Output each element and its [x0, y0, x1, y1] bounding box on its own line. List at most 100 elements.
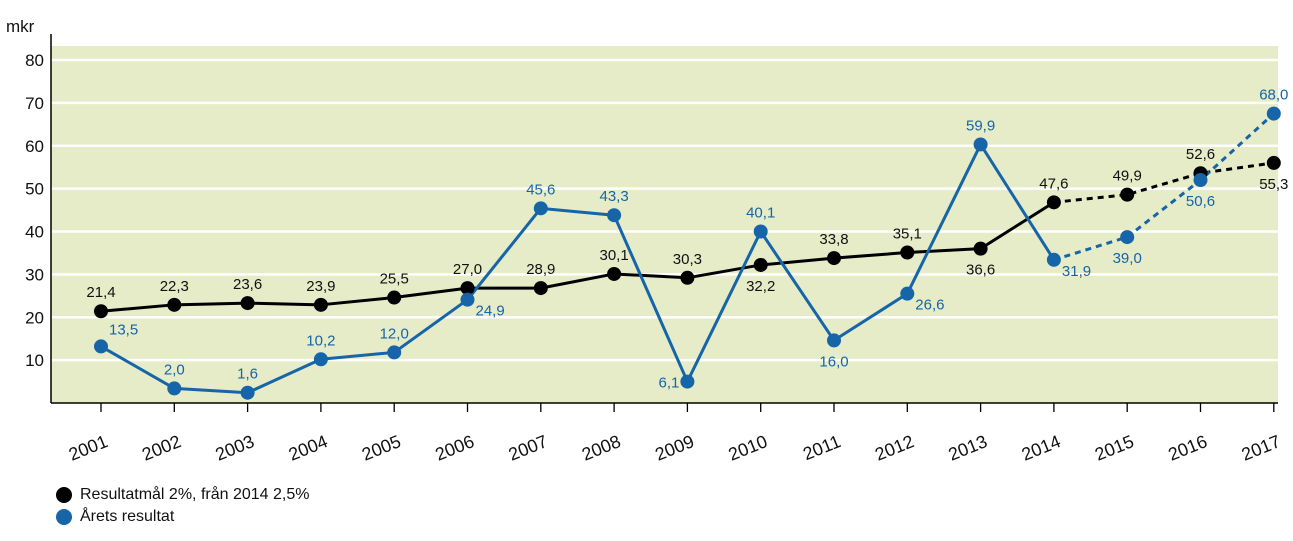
data-label-1-2010: 40,1 — [746, 205, 775, 222]
legend-swatch-blue-dot-icon — [56, 509, 72, 525]
data-point-1-2013 — [973, 137, 988, 152]
data-point-0-2003 — [240, 296, 255, 311]
y-tick-label-40: 40 — [25, 223, 44, 242]
data-label-1-2016: 50,6 — [1186, 193, 1215, 210]
data-point-0-2015 — [1120, 187, 1135, 202]
data-label-1-2003: 1,6 — [237, 366, 258, 383]
x-tick-label-2006: 2006 — [432, 431, 477, 465]
data-label-1-2015: 39,0 — [1113, 250, 1142, 267]
legend: Resultatmål 2%, från 2014 2,5% Årets res… — [56, 484, 309, 528]
series-forecast-line-1 — [1053, 112, 1275, 262]
series-lines — [100, 112, 1275, 395]
x-tick-label-2008: 2008 — [579, 431, 624, 465]
x-tick-label-2010: 2010 — [726, 431, 771, 465]
x-tick-label-2011: 2011 — [800, 431, 843, 464]
x-tick-label-2009: 2009 — [652, 431, 697, 465]
data-label-1-2009: 6,1 — [659, 375, 680, 392]
y-tick-label-80: 80 — [25, 51, 44, 70]
data-point-0-2007 — [533, 281, 548, 296]
data-point-0-2011 — [827, 251, 841, 266]
data-point-1-2003 — [240, 385, 255, 400]
data-label-0-2009: 30,3 — [673, 251, 702, 268]
data-point-1-2014 — [1046, 252, 1061, 267]
legend-label-result: Årets resultat — [80, 508, 175, 525]
x-tick-label-2004: 2004 — [286, 431, 331, 465]
data-label-1-2013: 59,9 — [966, 117, 995, 134]
data-label-0-2005: 25,5 — [380, 271, 409, 288]
x-tick-label-2001: 2001 — [66, 431, 111, 465]
data-label-1-2006: 24,9 — [476, 303, 505, 320]
data-point-1-2008 — [607, 208, 622, 223]
data-label-0-2013: 36,6 — [966, 262, 995, 279]
data-point-0-2002 — [167, 297, 182, 312]
data-point-1-2015 — [1120, 230, 1135, 245]
data-point-1-2017 — [1266, 106, 1281, 121]
data-label-1-2007: 45,6 — [526, 181, 555, 198]
data-point-0-2009 — [680, 270, 695, 285]
data-label-1-2014: 31,9 — [1062, 263, 1091, 280]
data-point-1-2010 — [753, 224, 768, 239]
data-point-1-2006 — [460, 292, 475, 307]
data-point-0-2014 — [1046, 195, 1061, 210]
data-label-0-2008: 30,1 — [599, 247, 628, 264]
data-point-0-2008 — [607, 266, 622, 281]
y-tick-label-50: 50 — [25, 180, 44, 199]
data-point-1-2005 — [387, 345, 402, 360]
data-point-1-2002 — [167, 381, 182, 396]
data-label-0-2003: 23,6 — [233, 276, 262, 293]
data-label-0-2012: 35,1 — [893, 226, 922, 243]
data-label-0-2010: 32,2 — [746, 278, 775, 295]
data-label-0-2015: 49,9 — [1113, 168, 1142, 185]
data-labels: 21,4 22,3 23,6 23,9 25,5 27,0 28,9 30,1 30,3 32,2… — [86, 87, 1288, 392]
gridlines — [51, 58, 1278, 362]
x-tick-label-2012: 2012 — [872, 431, 917, 465]
data-point-1-2004 — [313, 352, 328, 367]
legend-swatch-black-dot-icon — [56, 487, 72, 503]
data-label-1-2011: 16,0 — [819, 353, 848, 370]
x-tick-label-2003: 2003 — [212, 431, 257, 465]
plot-background — [51, 46, 1278, 403]
data-label-0-2002: 22,3 — [160, 278, 189, 295]
data-point-1-2011 — [827, 333, 841, 348]
data-label-0-2001: 21,4 — [86, 284, 115, 301]
data-label-0-2014: 47,6 — [1039, 175, 1068, 192]
legend-label-target: Resultatmål 2%, från 2014 2,5% — [80, 486, 310, 503]
data-point-0-2013 — [973, 241, 988, 256]
x-tick-labels: 2001 2002 2003 2004 2005 2006 2007 2008 2009 2010… — [66, 431, 1283, 465]
data-point-1-2007 — [533, 201, 548, 216]
axes — [50, 34, 1278, 412]
data-label-0-2006: 27,0 — [453, 261, 482, 278]
data-label-1-2005: 12,0 — [380, 325, 409, 342]
data-label-1-2004: 10,2 — [306, 332, 335, 349]
series-line-0 — [100, 201, 1055, 313]
y-tick-label-30: 30 — [25, 265, 44, 284]
data-point-0-2006 — [460, 281, 475, 296]
data-label-1-2008: 43,3 — [599, 188, 628, 205]
y-tick-label-20: 20 — [25, 308, 44, 327]
data-point-1-2012 — [900, 286, 915, 301]
data-label-0-2017: 55,3 — [1259, 176, 1288, 193]
x-tick-label-2005: 2005 — [359, 431, 404, 465]
x-tick-label-2016: 2016 — [1165, 431, 1210, 465]
y-tick-label-60: 60 — [25, 137, 44, 156]
data-point-0-2012 — [900, 245, 915, 260]
data-point-0-2004 — [313, 297, 328, 312]
legend-item-target: Resultatmål 2%, från 2014 2,5% — [56, 484, 309, 506]
data-label-0-2011: 33,8 — [819, 231, 848, 248]
y-tick-labels: 10 20 30 40 50 60 70 80 — [25, 51, 44, 370]
data-point-0-2001 — [94, 304, 108, 319]
data-point-0-2017 — [1266, 155, 1281, 170]
y-tick-label-70: 70 — [25, 94, 44, 113]
data-label-0-2004: 23,9 — [306, 278, 335, 295]
series-forecast-line-0 — [1053, 161, 1275, 204]
data-point-0-2005 — [387, 290, 402, 305]
x-tick-label-2015: 2015 — [1092, 431, 1137, 465]
data-point-1-2009 — [680, 374, 695, 389]
data-point-1-2016 — [1193, 173, 1208, 188]
data-label-1-2017: 68,0 — [1259, 87, 1288, 104]
data-point-1-2001 — [94, 339, 108, 354]
data-label-1-2001: 13,5 — [109, 321, 138, 338]
legend-item-result: Årets resultat — [56, 506, 309, 528]
